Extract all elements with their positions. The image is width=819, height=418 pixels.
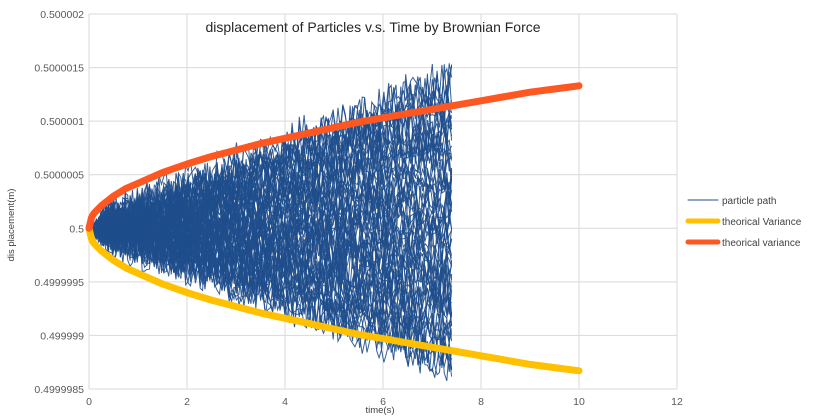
theory-curves <box>85 82 583 375</box>
particle-path <box>88 169 453 244</box>
x-tick-label: 10 <box>573 396 585 408</box>
y-axis-label: dis placement(m) <box>6 189 17 262</box>
theorical-variance-lower-line <box>85 224 583 375</box>
theorical-variance-upper-line <box>85 82 583 232</box>
legend-label: theorical variance <box>722 238 801 249</box>
particle-paths <box>88 63 453 382</box>
y-axis-ticks: 0.500002 0.5000015 0.500001 0.5000005 0.5 0.4… <box>34 9 84 396</box>
x-tick-label: 2 <box>184 396 190 408</box>
x-axis-ticks: 0 2 4 6 8 10 12 <box>86 396 683 408</box>
legend-label: particle path <box>722 196 776 207</box>
y-tick-label: 0.4999995 <box>34 277 84 289</box>
x-tick-label: 0 <box>86 396 92 408</box>
y-tick-label: 0.5 <box>69 223 84 235</box>
y-tick-label: 0.5000015 <box>34 63 84 75</box>
legend-label: theorical Variance <box>722 217 802 228</box>
x-tick-label: 4 <box>282 396 288 408</box>
legend: particle path theorical Variance theorical… <box>685 196 802 249</box>
x-tick-label: 8 <box>478 396 484 408</box>
y-tick-label: 0.500002 <box>40 9 84 21</box>
x-tick-label: 12 <box>671 396 683 408</box>
y-tick-label: 0.4999985 <box>34 384 84 396</box>
x-tick-label: 6 <box>380 396 386 408</box>
y-tick-label: 0.5000005 <box>34 170 84 182</box>
particle-path <box>88 71 453 238</box>
y-tick-label: 0.500001 <box>40 116 84 128</box>
particle-path <box>88 64 453 235</box>
chart-title: displacement of Particles v.s. Time by B… <box>205 19 540 35</box>
x-axis-label: time(s) <box>365 405 394 416</box>
y-tick-label: 0.499999 <box>40 330 84 342</box>
